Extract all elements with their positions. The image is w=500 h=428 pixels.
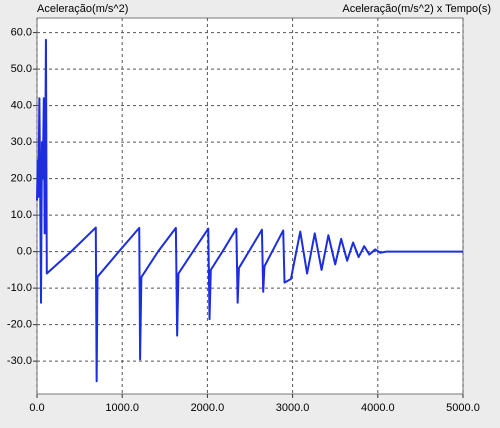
x-tick-label: 0.0 — [29, 402, 44, 414]
y-tick-label: -10.0 — [7, 282, 32, 294]
x-tick-label: 4000.0 — [361, 402, 395, 414]
x-tick-label: 3000.0 — [276, 402, 310, 414]
y-axis-label: Aceleração(m/s^2) — [37, 3, 128, 15]
y-tick-label: 40.0 — [11, 100, 32, 112]
plot-area — [36, 17, 464, 395]
x-tick-label: 5000.0 — [446, 402, 480, 414]
y-tick-label: 0.0 — [17, 246, 32, 258]
x-tick-label: 1000.0 — [105, 402, 139, 414]
data-line — [36, 38, 463, 383]
y-tick-label: -20.0 — [7, 319, 32, 331]
chart-title: Aceleração(m/s^2) x Tempo(s) — [342, 3, 491, 15]
y-tick-label: 50.0 — [11, 63, 32, 75]
y-tick-label: 60.0 — [11, 27, 32, 39]
y-tick-label: 20.0 — [11, 173, 32, 185]
y-tick-label: 30.0 — [11, 136, 32, 148]
x-tick-label: 2000.0 — [191, 402, 225, 414]
y-tick-label: -30.0 — [7, 355, 32, 367]
y-tick-label: 10.0 — [11, 209, 32, 221]
